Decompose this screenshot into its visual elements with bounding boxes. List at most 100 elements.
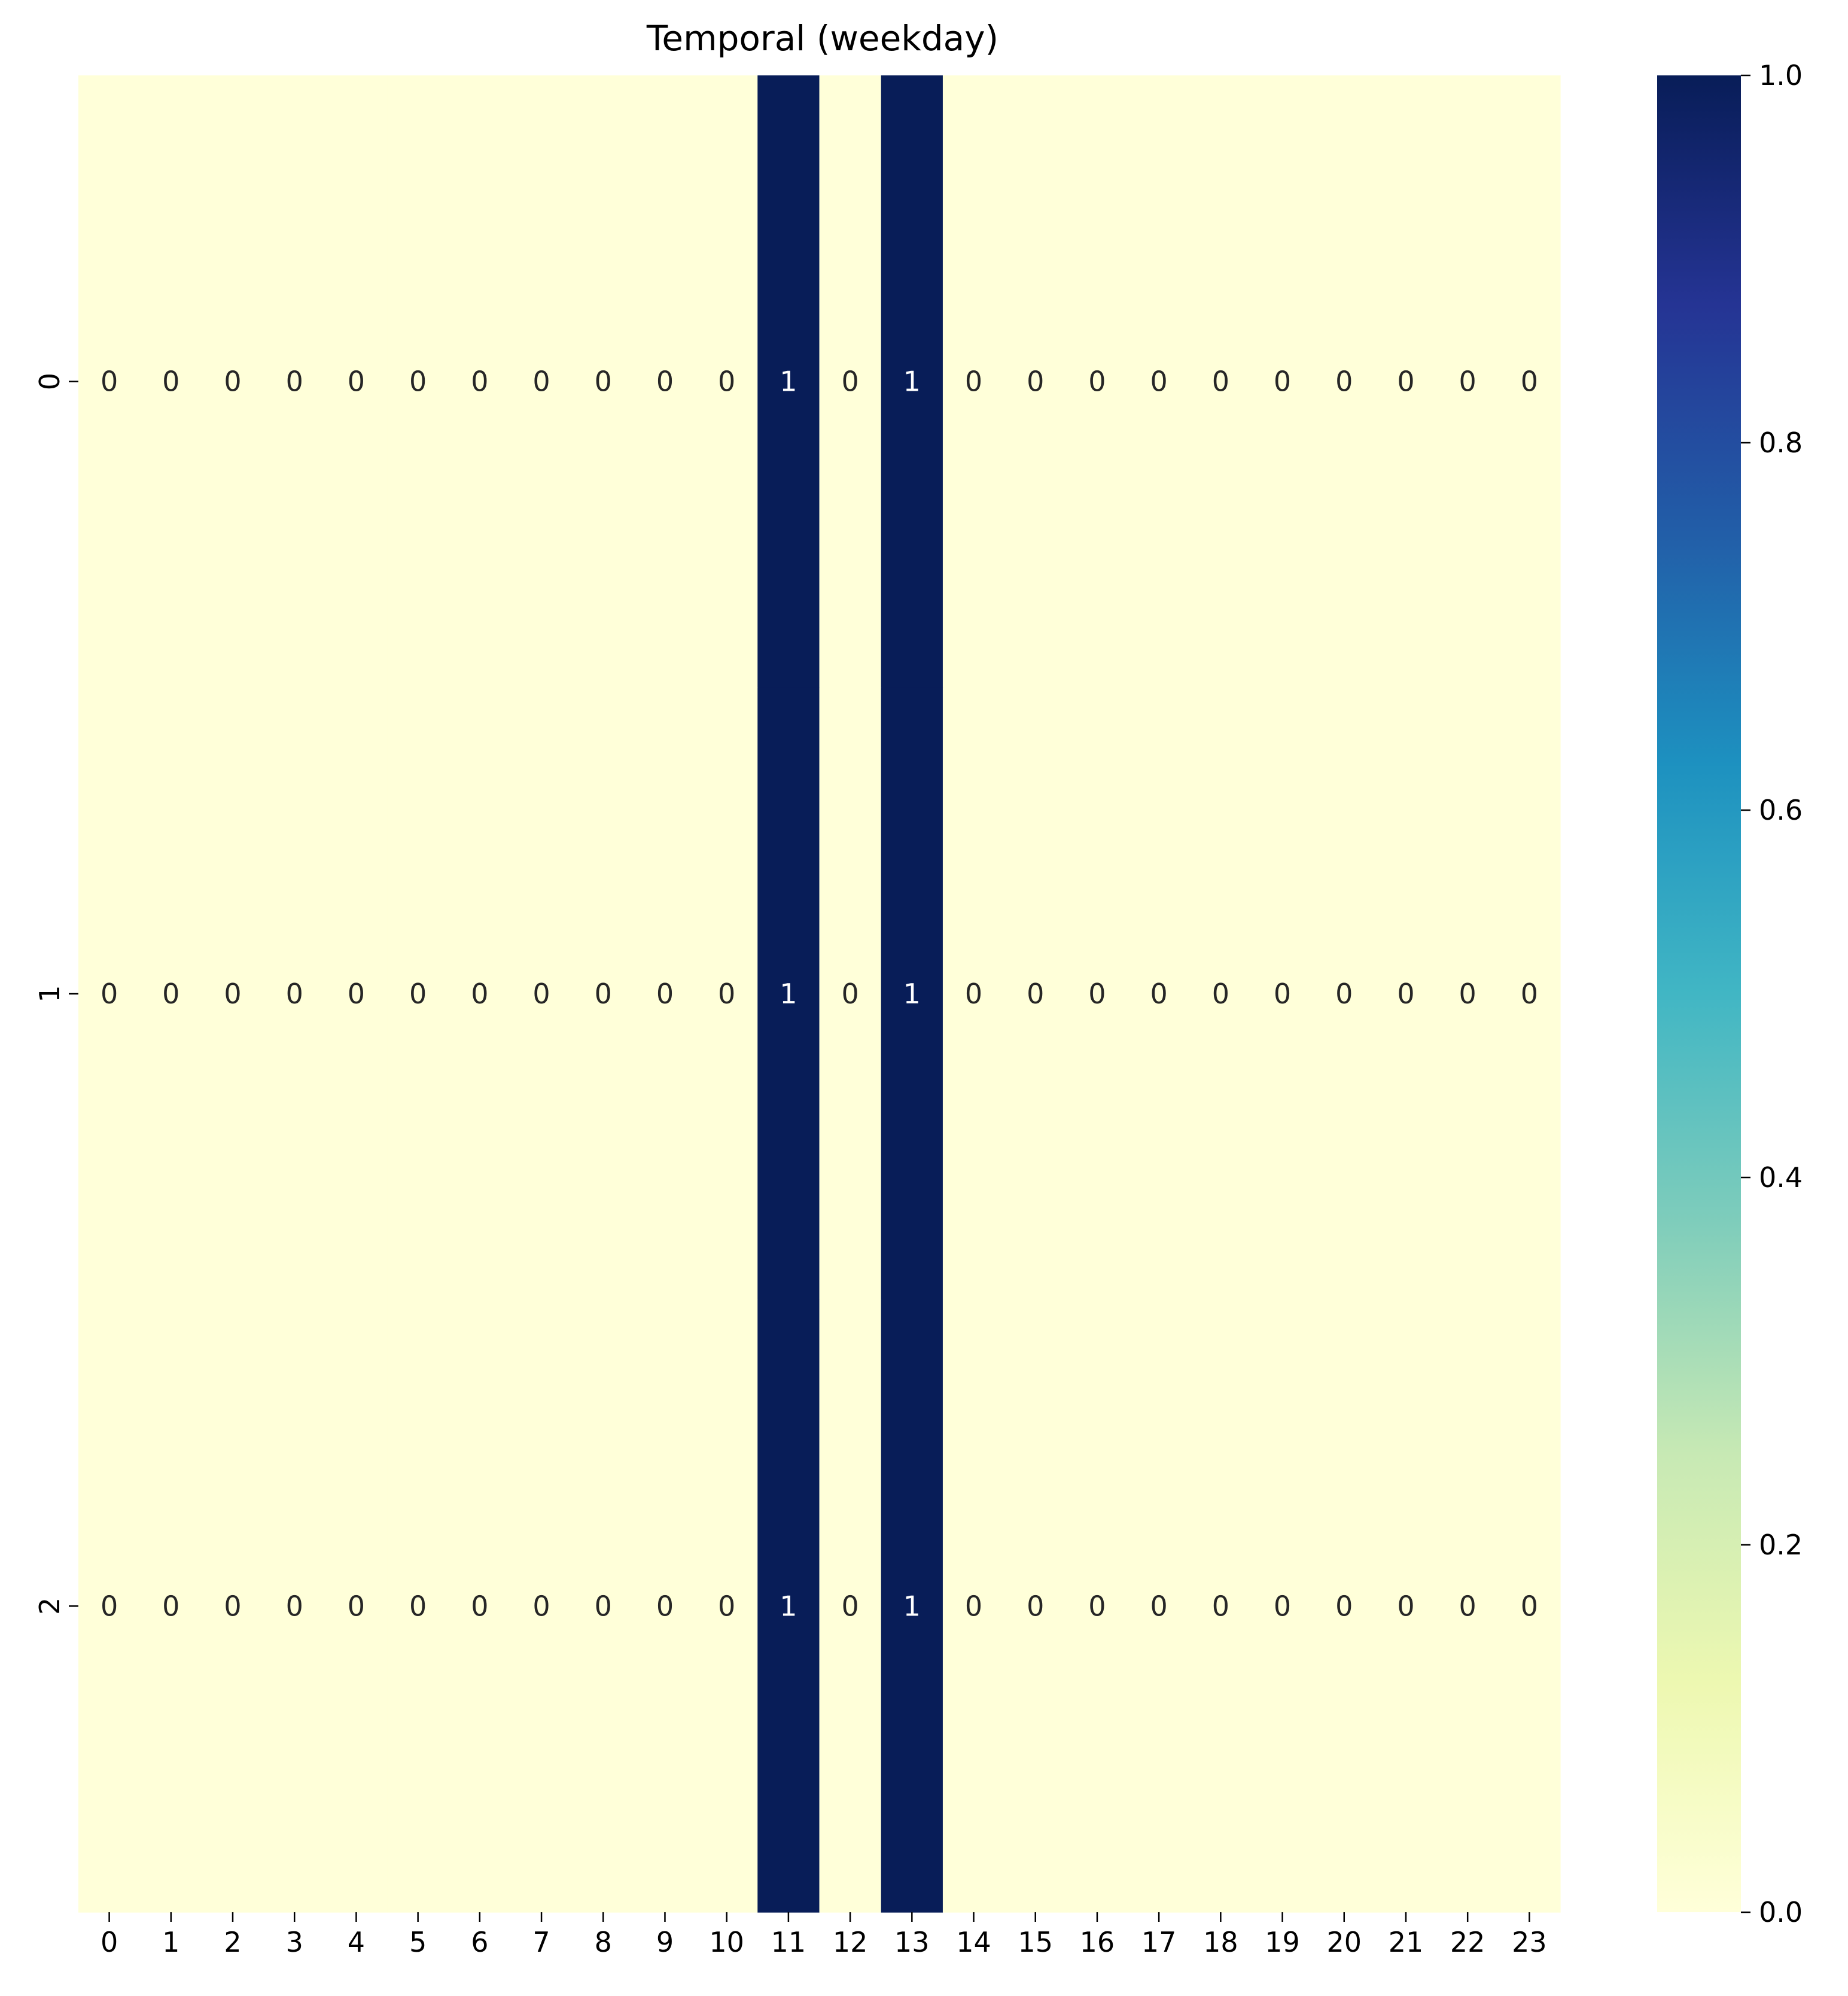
- heatmap-cell-r0-c4: [325, 75, 388, 688]
- x-tick-label-23: 23: [1512, 1926, 1547, 1958]
- x-tick-label-0: 0: [101, 1926, 118, 1958]
- heatmap-cell-r1-c6: [449, 687, 512, 1301]
- x-tick-label-17: 17: [1141, 1926, 1177, 1958]
- heatmap-cell-r1-c10: [696, 687, 758, 1301]
- heatmap-cell-r1-c19: [1251, 687, 1314, 1301]
- cell-annotation-r0-c20: 0: [1335, 366, 1353, 398]
- heatmap-cell-r1-c9: [634, 687, 696, 1301]
- cell-annotations: 0 0 0 0 0 0 0 0 0 0 0 1 0 1 0 0 0 0 0 0 0 0 0 0 0 0 0 0 0 0 0 0 0 0 0 1 0 1 0 0…: [101, 366, 1538, 1623]
- heatmap-cell-r2-c2: [202, 1300, 264, 1913]
- cell-annotation-r0-c5: 0: [409, 366, 427, 398]
- cell-annotation-r0-c21: 0: [1397, 366, 1414, 398]
- cell-annotation-r0-c2: 0: [224, 366, 241, 398]
- heatmap-cell-r2-c23: [1498, 1300, 1561, 1913]
- heatmap-cell-r1-c3: [263, 687, 326, 1301]
- heatmap-cell-r1-c23: [1498, 687, 1561, 1301]
- heatmap-cell-r1-c12: [819, 687, 882, 1301]
- cell-annotation-r2-c11: 1: [780, 1590, 797, 1622]
- cell-annotation-r0-c6: 0: [471, 366, 488, 398]
- x-tick-label-6: 6: [471, 1926, 488, 1958]
- cell-annotation-r2-c16: 0: [1088, 1590, 1106, 1622]
- heatmap-cell-r1-c8: [572, 687, 635, 1301]
- cell-annotation-r2-c21: 0: [1397, 1590, 1414, 1622]
- heatmap-cell-r0-c7: [510, 75, 573, 688]
- heatmap-cell-r0-c13: [881, 75, 943, 688]
- cell-annotation-r0-c17: 0: [1150, 366, 1168, 398]
- heatmap-cell-r1-c14: [942, 687, 1005, 1301]
- heatmap-cell-r0-c16: [1066, 75, 1129, 688]
- cell-annotation-r2-c0: 0: [101, 1590, 118, 1622]
- cell-annotation-r2-c1: 0: [162, 1590, 179, 1622]
- chart-title: Temporal (weekday): [646, 18, 998, 59]
- cell-annotation-r0-c12: 0: [841, 366, 858, 398]
- cell-annotation-r1-c23: 0: [1521, 978, 1538, 1010]
- colorbar-tick-label-0.0: 0.0: [1759, 1896, 1803, 1928]
- x-tick-label-21: 21: [1389, 1926, 1424, 1958]
- cell-annotation-r1-c14: 0: [965, 978, 982, 1010]
- heatmap-cell-r0-c20: [1313, 75, 1375, 688]
- heatmap-cell-r2-c3: [263, 1300, 326, 1913]
- x-tick-label-2: 2: [224, 1926, 241, 1958]
- heatmap-cell-r2-c20: [1313, 1300, 1375, 1913]
- cell-annotation-r2-c6: 0: [471, 1590, 488, 1622]
- colorbar-gradient: [1657, 75, 1741, 1912]
- cell-annotation-r2-c4: 0: [348, 1590, 365, 1622]
- cell-annotation-r1-c12: 0: [841, 978, 858, 1010]
- cell-annotation-r0-c16: 0: [1088, 366, 1106, 398]
- cell-annotation-r0-c7: 0: [532, 366, 550, 398]
- heatmap-cell-r2-c14: [942, 1300, 1005, 1913]
- colorbar-tick-label-0.8: 0.8: [1759, 427, 1803, 459]
- cell-annotation-r1-c16: 0: [1088, 978, 1106, 1010]
- heatmap-cells: [78, 75, 1561, 1913]
- heatmap-cell-r2-c0: [78, 1300, 141, 1913]
- x-tick-label-20: 20: [1326, 1926, 1362, 1958]
- cell-annotation-r0-c13: 1: [903, 366, 921, 398]
- cell-annotation-r1-c15: 0: [1027, 978, 1044, 1010]
- cell-annotation-r2-c17: 0: [1150, 1590, 1168, 1622]
- heatmap-cell-r0-c18: [1189, 75, 1252, 688]
- cell-annotation-r2-c2: 0: [224, 1590, 241, 1622]
- heatmap-cell-r1-c16: [1066, 687, 1129, 1301]
- heatmap-cell-r1-c4: [325, 687, 388, 1301]
- heatmap-cell-r1-c22: [1436, 687, 1499, 1301]
- heatmap-cell-r2-c15: [1004, 1300, 1067, 1913]
- heatmap-cell-r1-c13: [881, 687, 943, 1301]
- cell-annotation-r2-c7: 0: [532, 1590, 550, 1622]
- heatmap-cell-r2-c22: [1436, 1300, 1499, 1913]
- colorbar-tick-label-0.6: 0.6: [1759, 794, 1803, 826]
- cell-annotation-r1-c7: 0: [532, 978, 550, 1010]
- heatmap-cell-r0-c5: [387, 75, 449, 688]
- cell-annotation-r1-c8: 0: [595, 978, 612, 1010]
- x-tick-label-9: 9: [656, 1926, 674, 1958]
- heatmap-cell-r0-c8: [572, 75, 635, 688]
- x-tick-label-18: 18: [1203, 1926, 1238, 1958]
- heatmap-cell-r2-c1: [140, 1300, 203, 1913]
- heatmap-cell-r1-c17: [1128, 687, 1191, 1301]
- heatmap-cell-r0-c9: [634, 75, 696, 688]
- heatmap-cell-r2-c7: [510, 1300, 573, 1913]
- heatmap-cell-r2-c10: [696, 1300, 758, 1913]
- heatmap-cell-r1-c15: [1004, 687, 1067, 1301]
- heatmap-cell-r0-c14: [942, 75, 1005, 688]
- cell-annotation-r0-c10: 0: [718, 366, 735, 398]
- heatmap-cell-r2-c4: [325, 1300, 388, 1913]
- x-tick-label-14: 14: [956, 1926, 991, 1958]
- heatmap-cell-r0-c10: [696, 75, 758, 688]
- cell-annotation-r1-c21: 0: [1397, 978, 1414, 1010]
- x-tick-label-15: 15: [1018, 1926, 1053, 1958]
- cell-annotation-r0-c9: 0: [656, 366, 674, 398]
- cell-annotation-r2-c23: 0: [1521, 1590, 1538, 1622]
- heatmap-cell-r0-c3: [263, 75, 326, 688]
- heatmap-cell-r0-c2: [202, 75, 264, 688]
- heatmap-cell-r2-c19: [1251, 1300, 1314, 1913]
- cell-annotation-r0-c8: 0: [595, 366, 612, 398]
- cell-annotation-r1-c17: 0: [1150, 978, 1168, 1010]
- heatmap-cell-r0-c6: [449, 75, 512, 688]
- cell-annotation-r2-c10: 0: [718, 1590, 735, 1622]
- cell-annotation-r1-c13: 1: [903, 978, 921, 1010]
- x-tick-label-3: 3: [286, 1926, 303, 1958]
- cell-annotation-r0-c22: 0: [1459, 366, 1476, 398]
- cell-annotation-r1-c5: 0: [409, 978, 427, 1010]
- heatmap-cell-r2-c16: [1066, 1300, 1129, 1913]
